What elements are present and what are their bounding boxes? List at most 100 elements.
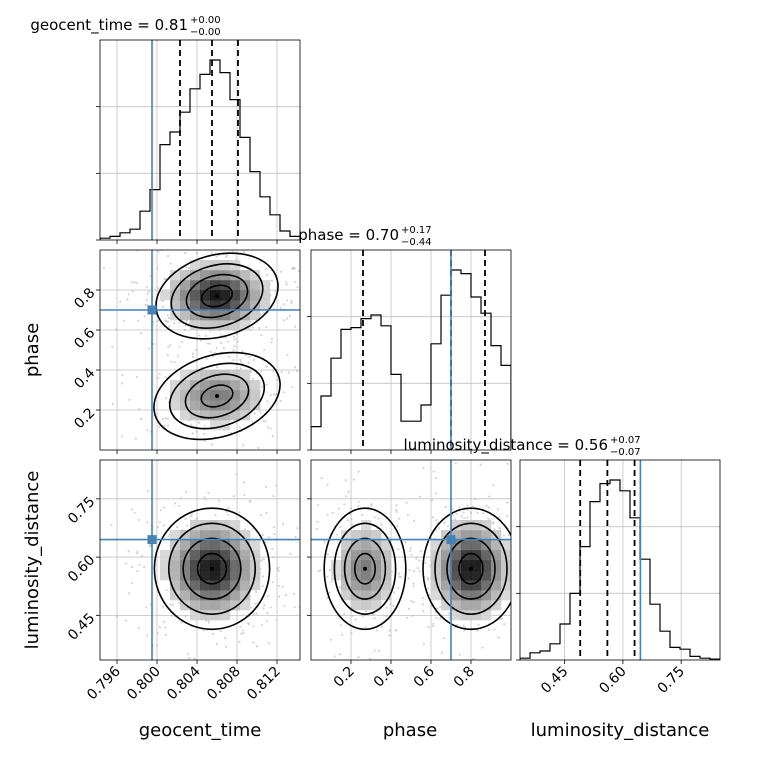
- scatter-point: [215, 347, 218, 350]
- scatter-point: [326, 575, 329, 578]
- scatter-point: [466, 516, 469, 519]
- scatter-point: [439, 617, 442, 620]
- density-cell: [240, 390, 251, 401]
- scatter-point: [472, 657, 475, 660]
- scatter-point: [277, 584, 281, 588]
- density-cell: [230, 380, 241, 391]
- scatter-point: [365, 609, 368, 613]
- scatter-point: [497, 516, 501, 519]
- scatter-point: [163, 424, 166, 427]
- scatter-point: [195, 430, 198, 433]
- density-cell: [200, 260, 211, 271]
- scatter-point: [476, 629, 479, 632]
- scatter-point: [161, 305, 165, 308]
- scatter-point: [178, 345, 181, 348]
- scatter-point: [427, 626, 430, 629]
- scatter-point: [255, 590, 258, 594]
- scatter-point: [280, 370, 283, 374]
- scatter-point: [326, 483, 329, 486]
- scatter-point: [460, 515, 463, 518]
- scatter-point: [254, 602, 257, 605]
- scatter-point: [482, 667, 484, 669]
- density-cell: [190, 320, 201, 331]
- scatter-point: [262, 561, 264, 563]
- scatter-point: [168, 344, 172, 347]
- scatter-point: [186, 652, 189, 655]
- scatter-point: [141, 495, 143, 497]
- density-cell: [341, 590, 352, 601]
- density-cell: [210, 400, 221, 411]
- scatter-point: [514, 581, 516, 583]
- density-cell: [471, 600, 482, 611]
- density-cell: [431, 570, 442, 581]
- panel-content: [100, 246, 326, 497]
- density-cell: [361, 580, 372, 591]
- scatter-point: [405, 501, 408, 504]
- scatter-point: [178, 321, 181, 324]
- density-cell: [381, 570, 392, 581]
- density-cell: [200, 590, 211, 601]
- density-cell: [190, 610, 201, 621]
- scatter-point: [419, 550, 422, 553]
- scatter-point: [249, 246, 251, 248]
- density-cell: [210, 540, 221, 551]
- density-cell: [170, 270, 181, 281]
- scatter-point: [398, 517, 401, 520]
- density-cell: [160, 570, 171, 581]
- density-cell: [230, 400, 241, 411]
- scatter-point: [161, 299, 165, 303]
- density-cell: [351, 560, 362, 571]
- density-cell: [190, 540, 201, 551]
- scatter-point: [472, 505, 475, 508]
- density-cell: [220, 540, 231, 551]
- scatter-point: [248, 623, 251, 626]
- scatter-point: [329, 686, 331, 688]
- scatter-point: [176, 526, 179, 529]
- scatter-point: [248, 355, 251, 359]
- density-cell: [471, 580, 482, 591]
- scatter-point: [531, 535, 533, 537]
- density-cell: [220, 560, 231, 571]
- mode-point: [215, 394, 219, 398]
- scatter-point: [260, 385, 264, 388]
- histogram-geocent_time: [100, 59, 300, 240]
- scatter-point: [111, 345, 114, 348]
- panel-content: [520, 460, 720, 660]
- y-tick-label: 0.2: [71, 405, 98, 432]
- scatter-point: [166, 354, 169, 357]
- scatter-point: [479, 463, 482, 466]
- density-cell: [180, 370, 191, 381]
- density-cell: [200, 540, 211, 551]
- scatter-point: [163, 506, 166, 509]
- density-cell: [381, 540, 392, 551]
- scatter-point: [203, 432, 206, 435]
- scatter-point: [271, 547, 274, 551]
- scatter-point: [523, 544, 525, 546]
- scatter-point: [158, 626, 162, 629]
- histogram-luminosity_distance: [520, 479, 720, 660]
- x-tick-label: 0.4: [371, 663, 398, 690]
- scatter-point: [243, 481, 246, 484]
- scatter-point: [211, 355, 215, 358]
- density-cell: [190, 590, 201, 601]
- density-cell: [210, 580, 221, 591]
- scatter-point: [124, 619, 128, 622]
- density-cell: [200, 520, 211, 531]
- scatter-point: [317, 503, 320, 507]
- density-cell: [240, 320, 251, 331]
- scatter-point: [418, 570, 421, 573]
- scatter-point: [324, 397, 326, 399]
- scatter-point: [138, 407, 141, 411]
- density-cell: [230, 320, 241, 331]
- scatter-point: [240, 632, 243, 635]
- scatter-point: [173, 361, 176, 364]
- density-cell: [180, 290, 191, 301]
- scatter-point: [178, 601, 181, 605]
- density-cell: [341, 560, 352, 571]
- scatter-point: [384, 615, 388, 618]
- scatter-point: [295, 370, 299, 373]
- contour-line: [155, 252, 279, 340]
- scatter-point: [513, 554, 515, 556]
- density-cell: [491, 550, 502, 561]
